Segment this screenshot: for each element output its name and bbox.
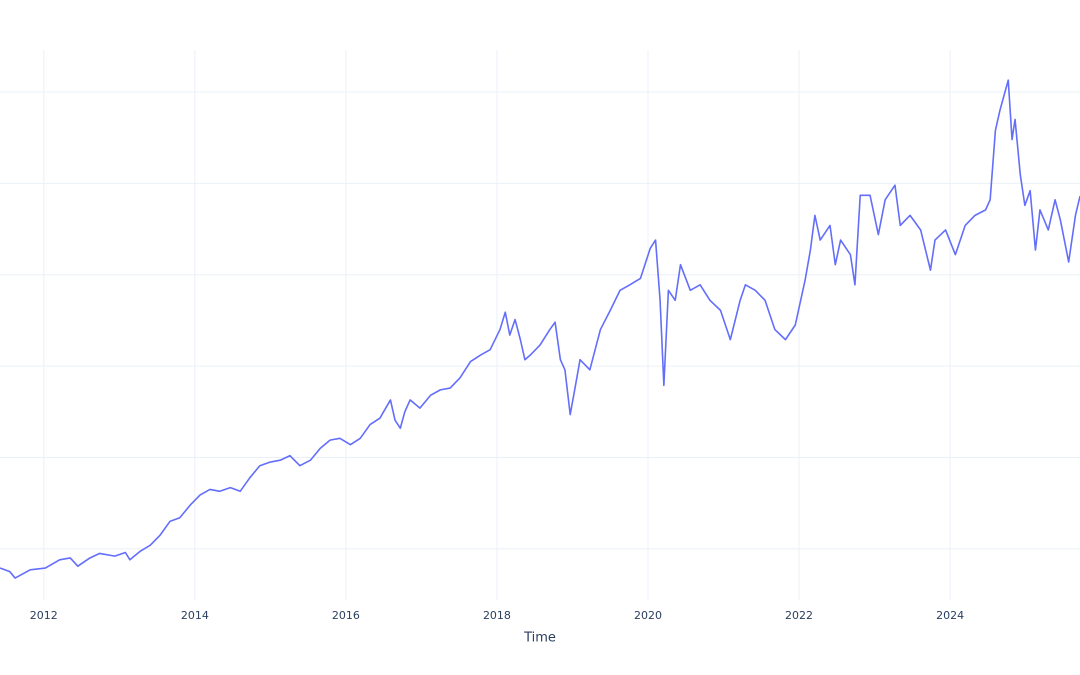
x-tick-label: 2014 bbox=[181, 609, 209, 622]
x-tick-label: 2020 bbox=[634, 609, 662, 622]
x-tick-label: 2012 bbox=[30, 609, 58, 622]
x-tick-label: 2018 bbox=[483, 609, 511, 622]
data-line bbox=[0, 79, 1080, 579]
x-axis-title: Time bbox=[523, 631, 556, 646]
x-tick-label: 2024 bbox=[936, 609, 964, 622]
x-tick-label: 2016 bbox=[332, 609, 360, 622]
x-tick-label: 2022 bbox=[785, 609, 813, 622]
